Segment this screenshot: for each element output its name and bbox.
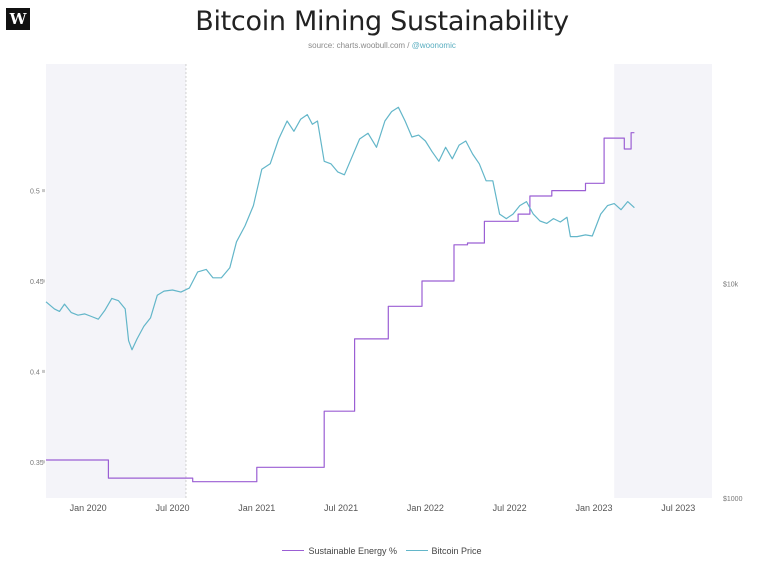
x-tick-label-2: Jan 2021 — [238, 503, 275, 513]
shaded-region-0 — [46, 64, 186, 498]
legend-swatch-energy — [282, 550, 305, 552]
source-prefix: source: charts.woobull.com / — [308, 41, 412, 50]
y-left-tick-mark-1 — [42, 369, 45, 373]
y-right-tick-label-0: $1000 — [723, 496, 743, 503]
x-tick-label-7: Jul 2023 — [661, 503, 695, 513]
legend-item-price[interactable]: Bitcoin Price — [405, 546, 482, 556]
woobull-logo: W — [6, 8, 30, 30]
y-left-tick-mark-0 — [42, 460, 45, 464]
legend-label-energy: Sustainable Energy % — [308, 546, 397, 556]
series-line-sustainable-energy — [46, 132, 635, 483]
series-line-bitcoin-price — [45, 106, 635, 351]
y-left-tick-label-1: 0.4 — [30, 369, 40, 376]
y-right-tick-label-1: $10k — [723, 281, 739, 288]
y-left-tick-label-3: 0.5 — [30, 189, 40, 196]
chart-title: Bitcoin Mining Sustainability — [195, 6, 569, 37]
chart-legend: Sustainable Energy % Bitcoin Price — [0, 546, 764, 556]
x-tick-label-5: Jul 2022 — [493, 503, 527, 513]
x-tick-label-3: Jul 2021 — [324, 503, 358, 513]
y-left-tick-mark-2 — [42, 279, 45, 283]
chart-source: source: charts.woobull.com / @woonomic — [0, 41, 764, 50]
y-left-tick-label-2: 0.45 — [30, 279, 44, 286]
x-tick-label-4: Jan 2022 — [407, 503, 444, 513]
x-tick-label-0: Jan 2020 — [70, 503, 107, 513]
legend-swatch-price — [405, 550, 428, 552]
x-tick-label-1: Jul 2020 — [155, 503, 189, 513]
x-tick-label-6: Jan 2023 — [575, 503, 612, 513]
shaded-region-1 — [614, 64, 712, 498]
y-left-tick-label-0: 0.35 — [30, 460, 44, 467]
y-left-tick-mark-3 — [42, 189, 45, 193]
legend-item-energy[interactable]: Sustainable Energy % — [282, 546, 397, 556]
source-handle-link[interactable]: @woonomic — [411, 41, 456, 50]
legend-label-price: Bitcoin Price — [431, 546, 482, 556]
